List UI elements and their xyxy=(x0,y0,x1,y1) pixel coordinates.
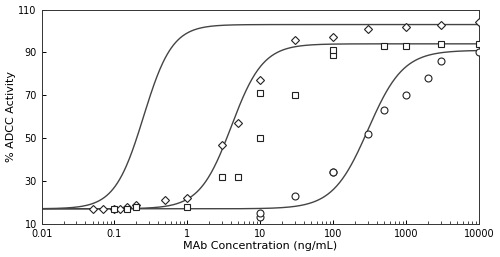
X-axis label: MAb Concentration (ng/mL): MAb Concentration (ng/mL) xyxy=(184,241,338,251)
Y-axis label: % ADCC Activity: % ADCC Activity xyxy=(6,71,16,162)
